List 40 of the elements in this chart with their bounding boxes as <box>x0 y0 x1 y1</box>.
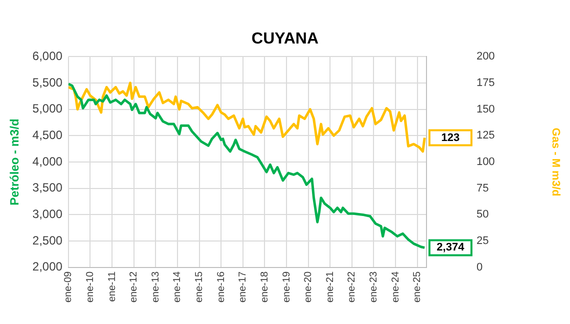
x-tick-label: ene-24 <box>390 270 402 303</box>
y2-tick-label: 50 <box>476 208 489 221</box>
y2-tick-label: 25 <box>476 235 489 248</box>
x-tick-label: ene-09 <box>63 270 74 303</box>
x-tick-label: ene-13 <box>150 270 162 303</box>
x-tick-label: ene-22 <box>346 270 358 303</box>
y-tick-label: 3,500 <box>32 180 63 195</box>
x-tick-label: ene-25 <box>412 270 424 303</box>
x-tick-label: ene-19 <box>281 270 292 303</box>
y-tick-label: 2,500 <box>32 233 63 248</box>
y-tick-label: 2,000 <box>32 260 63 274</box>
y-axis-title: Petróleo - m3/d <box>8 118 22 206</box>
x-tick-label: ene-17 <box>238 270 249 303</box>
y2-axis-title: Gas - M m3/d <box>549 128 562 196</box>
y2-tick-label: 175 <box>476 76 495 89</box>
y-tick-label: 6,000 <box>32 48 63 63</box>
y2-tick-label: 150 <box>476 103 495 116</box>
data-label: 2,374 <box>436 242 466 254</box>
y2-tick-label: 75 <box>476 182 489 194</box>
x-tick-label: ene-23 <box>368 270 380 303</box>
x-tick-label: ene-10 <box>84 270 96 303</box>
data-label: 123 <box>441 132 460 144</box>
y-tick-label: 4,000 <box>32 154 63 168</box>
y-tick-label: 4,500 <box>32 128 63 142</box>
x-tick-label: ene-16 <box>216 270 227 303</box>
y-tick-label: 5,500 <box>32 75 63 90</box>
y-tick-label: 5,000 <box>32 102 63 116</box>
x-tick-label: ene-21 <box>324 270 336 303</box>
y2-tick-label: 100 <box>476 156 495 168</box>
y2-tick-label: 0 <box>476 261 483 274</box>
x-tick-label: ene-11 <box>106 270 118 302</box>
chart-title: CUYANA <box>252 30 319 48</box>
x-tick-label: ene-14 <box>172 270 184 303</box>
x-tick-label: ene-12 <box>128 270 140 303</box>
x-tick-label: ene-18 <box>259 270 270 303</box>
x-tick-label: ene-20 <box>303 270 314 303</box>
y2-tick-label: 125 <box>476 130 495 142</box>
y2-tick-label: 200 <box>476 50 495 63</box>
y-tick-label: 3,000 <box>32 207 63 222</box>
x-tick-label: ene-15 <box>194 270 206 303</box>
